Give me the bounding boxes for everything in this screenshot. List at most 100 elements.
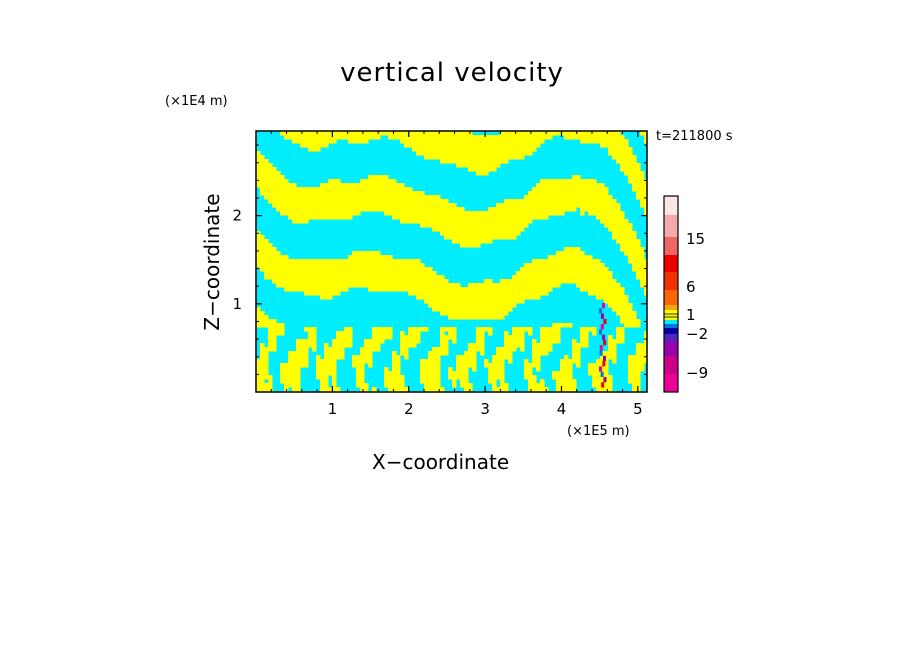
field-cell bbox=[568, 183, 573, 188]
field-cell bbox=[288, 207, 293, 212]
field-cell bbox=[340, 335, 345, 340]
field-cell bbox=[612, 359, 617, 364]
field-cell bbox=[640, 179, 645, 184]
field-cell bbox=[288, 383, 293, 388]
field-cell bbox=[412, 207, 417, 212]
field-cell bbox=[628, 303, 633, 308]
field-cell bbox=[604, 283, 609, 288]
field-cell bbox=[384, 279, 389, 284]
field-cell bbox=[460, 143, 465, 148]
field-cell bbox=[476, 283, 481, 288]
field-cell bbox=[456, 207, 461, 212]
field-cell bbox=[508, 279, 513, 284]
field-cell bbox=[548, 203, 553, 208]
field-cell bbox=[320, 287, 325, 292]
field-cell bbox=[276, 275, 281, 280]
field-cell bbox=[284, 379, 289, 384]
field-cell bbox=[568, 359, 573, 364]
field-cell bbox=[372, 175, 377, 180]
field-cell bbox=[284, 259, 289, 264]
field-cell bbox=[464, 387, 469, 392]
field-cell bbox=[460, 295, 465, 300]
field-cell bbox=[488, 223, 493, 228]
field-cell bbox=[564, 195, 569, 200]
field-cell bbox=[420, 195, 425, 200]
field-cell bbox=[300, 347, 305, 352]
field-cell bbox=[536, 279, 541, 284]
field-cell bbox=[452, 235, 457, 240]
field-cell bbox=[356, 355, 361, 360]
field-cell bbox=[420, 215, 425, 220]
field-cell bbox=[612, 295, 617, 300]
field-cell bbox=[444, 231, 449, 236]
field-cell bbox=[468, 283, 473, 288]
field-cell bbox=[332, 383, 337, 388]
field-cell bbox=[320, 211, 325, 216]
field-cell bbox=[612, 147, 617, 152]
field-cell bbox=[284, 283, 289, 288]
field-cell bbox=[304, 327, 309, 332]
field-cell bbox=[456, 139, 461, 144]
field-cell bbox=[460, 303, 465, 308]
field-cell bbox=[560, 359, 565, 364]
field-cell bbox=[260, 163, 265, 168]
field-cell bbox=[540, 263, 545, 268]
field-cell bbox=[492, 139, 497, 144]
field-cell bbox=[616, 239, 621, 244]
field-cell bbox=[376, 343, 381, 348]
field-cell bbox=[576, 195, 581, 200]
field-cell bbox=[412, 143, 417, 148]
field-cell bbox=[400, 343, 405, 348]
field-cell bbox=[588, 279, 593, 284]
field-cell bbox=[596, 267, 601, 272]
field-cell bbox=[340, 183, 345, 188]
field-cell bbox=[408, 219, 413, 224]
field-cell bbox=[520, 147, 525, 152]
field-cell bbox=[636, 179, 641, 184]
field-cell bbox=[472, 227, 477, 232]
field-cell bbox=[468, 363, 473, 368]
field-cell bbox=[328, 347, 333, 352]
field-cell bbox=[368, 207, 373, 212]
field-cell bbox=[472, 243, 477, 248]
field-cell bbox=[600, 387, 605, 392]
field-cell bbox=[336, 199, 341, 204]
field-cell bbox=[320, 263, 325, 268]
field-cell bbox=[316, 215, 321, 220]
field-cell bbox=[556, 375, 561, 380]
field-cell bbox=[332, 339, 337, 344]
field-cell bbox=[468, 147, 473, 152]
field-cell bbox=[268, 183, 273, 188]
field-cell bbox=[640, 359, 645, 364]
field-cell bbox=[292, 267, 297, 272]
field-cell bbox=[328, 203, 333, 208]
field-cell bbox=[580, 263, 585, 268]
field-cell bbox=[556, 379, 561, 384]
field-cell bbox=[640, 271, 645, 276]
field-cell bbox=[640, 171, 645, 176]
field-cell bbox=[640, 347, 645, 352]
field-cell bbox=[332, 387, 337, 392]
field-cell bbox=[460, 299, 465, 304]
field-cell bbox=[552, 183, 557, 188]
field-cell bbox=[504, 215, 509, 220]
field-cell bbox=[304, 363, 309, 368]
field-cell bbox=[300, 139, 305, 144]
field-cell bbox=[256, 151, 261, 156]
field-cell bbox=[560, 379, 565, 384]
field-cell bbox=[640, 363, 645, 368]
field-cell bbox=[392, 387, 397, 392]
field-cell bbox=[480, 303, 485, 308]
field-cell bbox=[440, 223, 445, 228]
field-cell bbox=[420, 363, 425, 368]
field-cell bbox=[324, 359, 329, 364]
field-cell bbox=[300, 259, 305, 264]
field-cell bbox=[280, 175, 285, 180]
field-cell bbox=[272, 199, 277, 204]
field-cell bbox=[600, 283, 605, 288]
field-cell bbox=[380, 175, 385, 180]
field-cell bbox=[588, 203, 593, 208]
field-cell bbox=[604, 367, 609, 372]
field-cell bbox=[500, 347, 505, 352]
field-cell bbox=[312, 331, 317, 336]
